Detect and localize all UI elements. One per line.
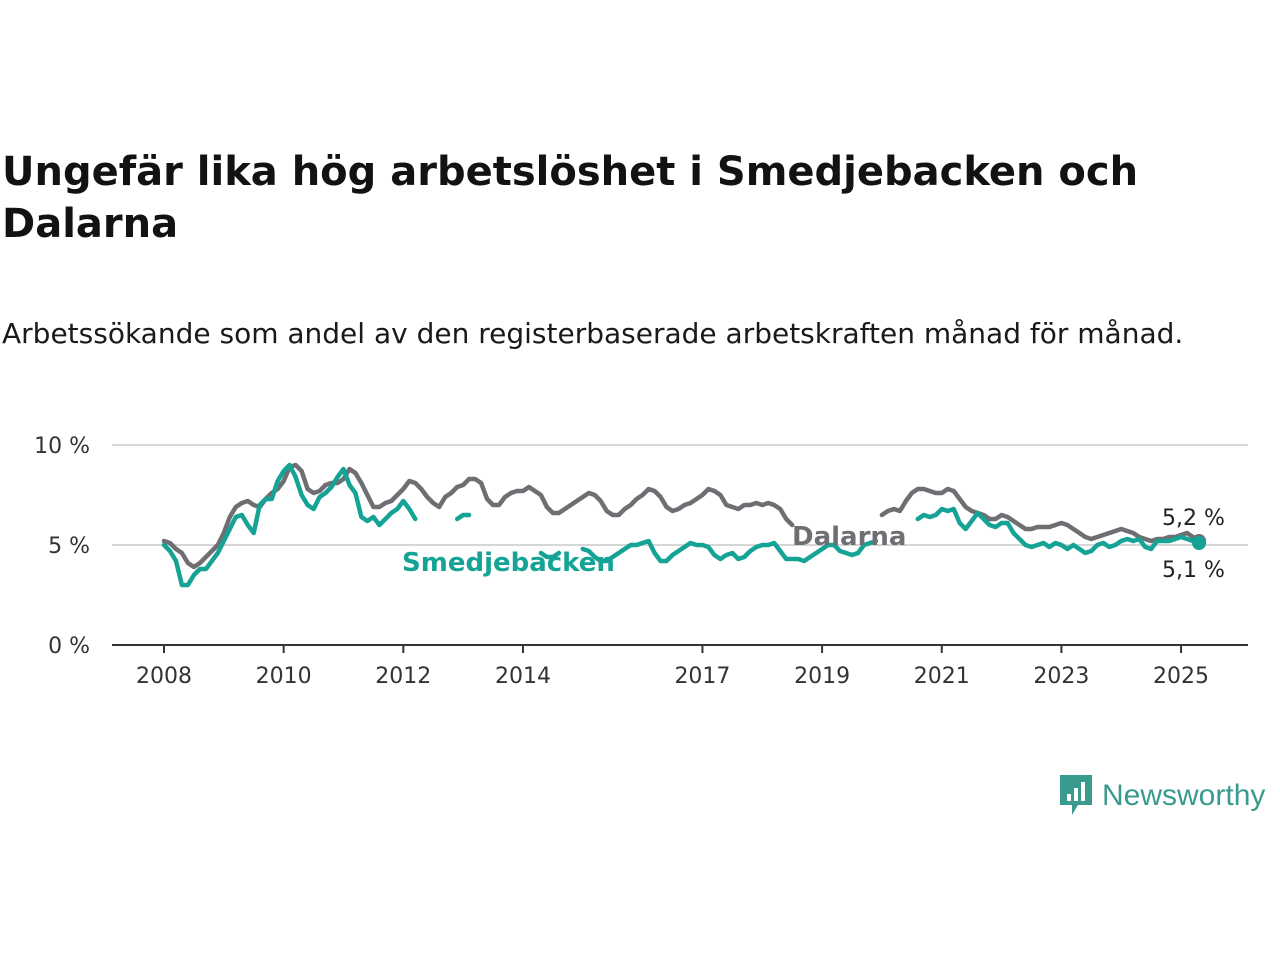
series-line-smedjebacken xyxy=(454,512,472,522)
chart-subtitle: Arbetssökande som andel av den registerb… xyxy=(2,317,1184,350)
y-tick-label: 5 % xyxy=(48,534,90,559)
x-tick-label: 2010 xyxy=(256,664,312,689)
end-label-smedjebacken: 5,1 % xyxy=(1162,558,1225,583)
series-line-smedjebacken xyxy=(538,550,562,560)
x-tick-label: 2023 xyxy=(1033,664,1089,689)
x-tick-label: 2008 xyxy=(136,664,192,689)
series-label-dalarna: Dalarna xyxy=(792,522,906,552)
x-tick-label: 2012 xyxy=(375,664,431,689)
newsworthy-logo-icon xyxy=(1060,775,1092,815)
newsworthy-logo: Newsworthy xyxy=(1058,772,1265,820)
x-tick-label: 2019 xyxy=(794,664,850,689)
series-layer xyxy=(161,462,1207,588)
end-label-dalarna: 5,2 % xyxy=(1162,506,1225,531)
chart-title: Ungefär lika hög arbetslöshet i Smedjeba… xyxy=(2,149,1139,247)
series-line-dalarna xyxy=(879,486,1202,544)
x-tick-label: 2014 xyxy=(495,664,551,689)
series-label-smedjebacken: Smedjebacken xyxy=(402,548,615,578)
y-tick-label: 0 % xyxy=(48,634,90,659)
series-line-smedjebacken xyxy=(161,462,418,588)
label-layer: Dalarna Smedjebacken 5,2 % 5,1 % xyxy=(402,506,1225,583)
end-point-smedjebacken xyxy=(1192,536,1207,550)
x-tick-label: 2025 xyxy=(1153,664,1209,689)
series-line-smedjebacken xyxy=(915,506,1202,556)
line-chart: 0 % 5 % 10 % 2008 2010 2012 2014 2017 2019 2021 20… xyxy=(34,434,1248,689)
x-tick-label: 2017 xyxy=(674,664,730,689)
axis-layer: 0 % 5 % 10 % 2008 2010 2012 2014 2017 2019 2021 20… xyxy=(34,434,1248,689)
series-line-dalarna xyxy=(161,462,795,570)
series-line-smedjebacken xyxy=(580,538,879,564)
y-tick-label: 10 % xyxy=(34,434,90,459)
x-tick-label: 2021 xyxy=(914,664,970,689)
brand-name: Newsworthy xyxy=(1102,779,1266,812)
